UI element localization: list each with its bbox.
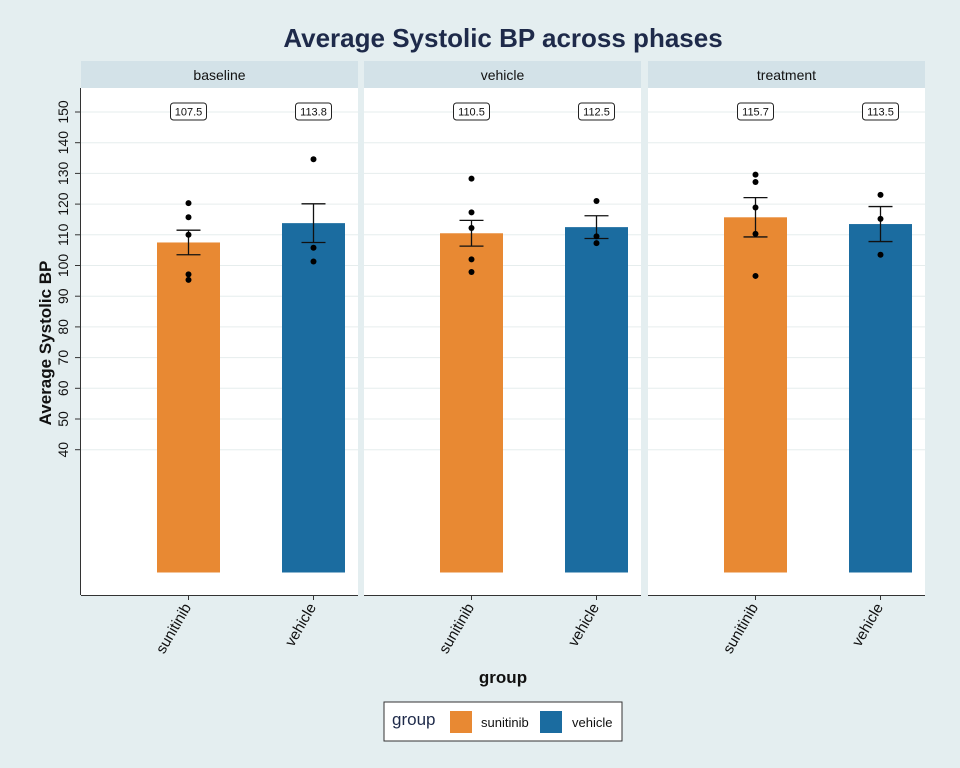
y-tick-label: 80 bbox=[55, 319, 71, 335]
data-label: 115.7 bbox=[742, 107, 769, 119]
facet-strip-label: treatment bbox=[757, 67, 816, 83]
data-label: 110.5 bbox=[458, 107, 485, 119]
data-point bbox=[593, 240, 600, 247]
legend-label-sunitinib: sunitinib bbox=[481, 715, 529, 730]
data-point bbox=[310, 244, 317, 251]
data-label: 113.5 bbox=[867, 107, 894, 119]
legend-box bbox=[383, 701, 623, 742]
y-tick-label: 100 bbox=[55, 254, 71, 278]
data-point bbox=[185, 271, 192, 278]
data-label: 107.5 bbox=[175, 107, 203, 119]
data-point bbox=[752, 178, 759, 185]
y-tick-label: 70 bbox=[55, 350, 71, 366]
x-axis-label: group bbox=[479, 668, 527, 687]
data-point bbox=[185, 276, 192, 283]
data-point bbox=[468, 175, 475, 182]
data-label-box bbox=[862, 102, 899, 121]
facet-strip bbox=[81, 61, 358, 88]
legend-swatch-vehicle bbox=[540, 711, 562, 733]
y-tick-label: 150 bbox=[55, 100, 71, 124]
y-tick-label: 110 bbox=[55, 223, 71, 246]
y-axis: 40 50 60 70 80 90 100 110 120 130 140 150 bbox=[55, 88, 81, 595]
legend-label-vehicle: vehicle bbox=[572, 715, 612, 730]
data-point bbox=[752, 171, 759, 178]
data-point bbox=[185, 231, 192, 238]
data-label-box bbox=[295, 102, 332, 121]
legend-swatch-sunitinib bbox=[450, 711, 472, 733]
data-point bbox=[752, 230, 759, 237]
data-label-box bbox=[578, 102, 615, 121]
y-tick-label: 90 bbox=[55, 288, 71, 304]
data-point bbox=[752, 272, 759, 279]
y-tick-label: 120 bbox=[55, 192, 71, 216]
data-point bbox=[877, 191, 884, 198]
data-point bbox=[185, 200, 192, 207]
bar-vehicle bbox=[282, 223, 345, 573]
data-label: 112.5 bbox=[583, 107, 610, 119]
facet-strip-label: baseline bbox=[193, 67, 245, 83]
facet-strip bbox=[648, 61, 925, 88]
data-point bbox=[468, 225, 475, 232]
bar-sunitinib bbox=[724, 217, 787, 573]
y-tick-label: 130 bbox=[55, 162, 71, 186]
legend-title: group bbox=[392, 710, 435, 729]
facet-strip-label: vehicle bbox=[481, 67, 525, 83]
data-point bbox=[752, 204, 759, 211]
bar-sunitinib bbox=[157, 242, 220, 573]
bar-vehicle bbox=[565, 227, 628, 573]
chart-title: Average Systolic BP across phases bbox=[283, 23, 722, 53]
facet-panels: baseline107.5sunitinib113.8vehiclevehicl… bbox=[81, 61, 925, 657]
data-point bbox=[593, 198, 600, 205]
data-point bbox=[877, 215, 884, 222]
y-tick-label: 140 bbox=[55, 131, 71, 155]
data-point bbox=[877, 251, 884, 258]
data-point bbox=[593, 233, 600, 240]
bar-sunitinib bbox=[440, 233, 503, 573]
data-point bbox=[468, 256, 475, 263]
data-point bbox=[310, 258, 317, 265]
data-point bbox=[185, 214, 192, 221]
y-axis-label: Average Systolic BP bbox=[36, 261, 55, 426]
y-tick-label: 50 bbox=[55, 411, 71, 427]
y-tick-label: 40 bbox=[55, 442, 71, 458]
facet-strip bbox=[364, 61, 641, 88]
legend: group sunitinib vehicle bbox=[383, 701, 623, 742]
data-label-box bbox=[737, 102, 774, 121]
data-label: 113.8 bbox=[300, 107, 327, 119]
data-point bbox=[310, 156, 317, 163]
y-tick-label: 60 bbox=[55, 380, 71, 396]
data-label-box bbox=[170, 102, 207, 121]
data-point bbox=[468, 268, 475, 275]
bar-vehicle bbox=[849, 224, 912, 573]
data-point bbox=[468, 209, 475, 216]
data-label-box bbox=[453, 102, 490, 121]
